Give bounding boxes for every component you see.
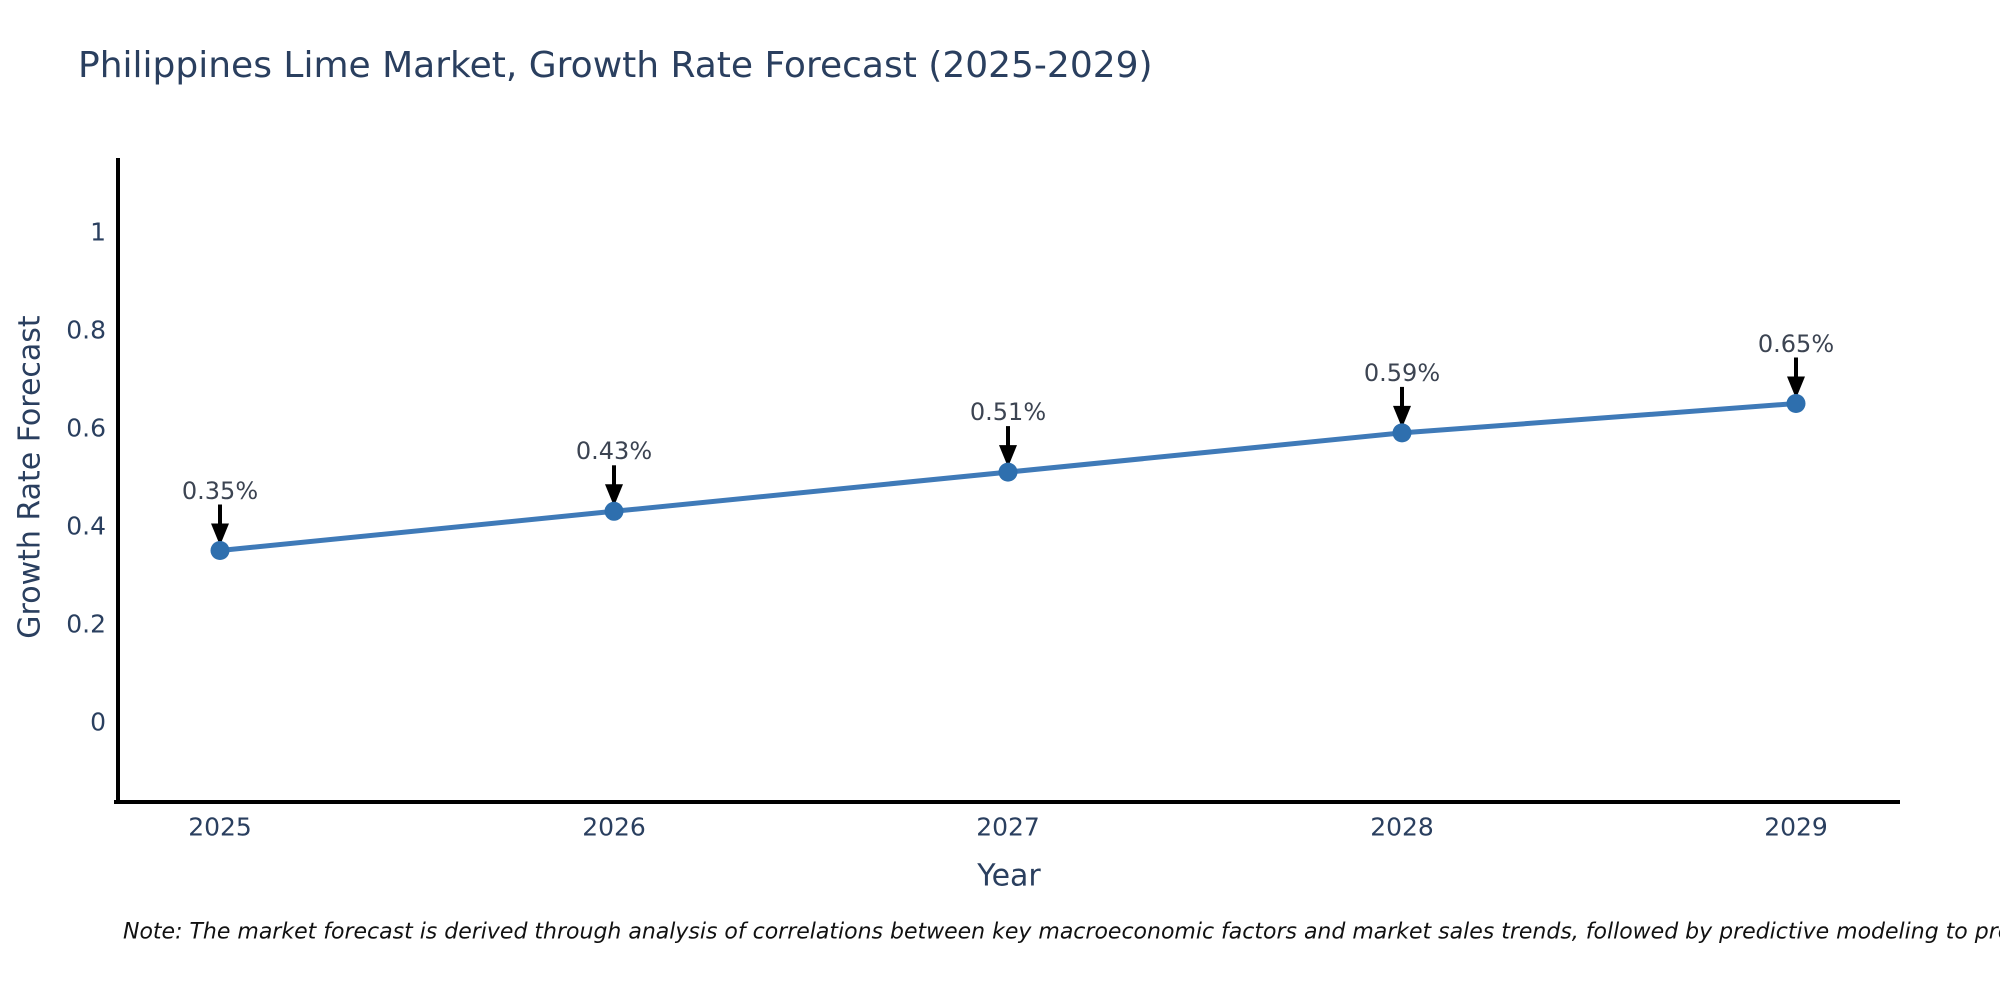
y-tick-label: 0.8 xyxy=(66,315,106,345)
data-point-2027[interactable] xyxy=(998,462,1018,482)
data-point-2026[interactable] xyxy=(604,501,624,521)
y-tick-label: 0.6 xyxy=(66,413,106,443)
data-point-2028[interactable] xyxy=(1392,423,1412,443)
point-label: 0.35% xyxy=(181,476,259,505)
y-tick-label: 1 xyxy=(90,217,106,247)
chart-title: Philippines Lime Market, Growth Rate For… xyxy=(78,45,1153,86)
annotation-arrowhead xyxy=(605,484,623,507)
y-tick-label: 0 xyxy=(90,707,106,737)
x-tick-label: 2027 xyxy=(976,812,1040,842)
x-axis-title: Year xyxy=(977,858,1041,894)
annotation-arrowhead xyxy=(211,523,229,546)
annotation-arrowhead xyxy=(1787,376,1805,399)
point-label: 0.43% xyxy=(575,437,653,466)
point-label: 0.51% xyxy=(969,398,1047,427)
x-axis-line xyxy=(114,800,1900,804)
x-tick-label: 2029 xyxy=(1764,812,1828,842)
y-tick-label: 0.2 xyxy=(66,609,106,639)
annotation-arrowhead xyxy=(999,445,1017,468)
x-tick-label: 2028 xyxy=(1370,812,1434,842)
point-label: 0.59% xyxy=(1363,358,1441,387)
y-axis-line xyxy=(116,158,120,804)
x-tick-label: 2026 xyxy=(582,812,646,842)
footnote: Note: The market forecast is derived thr… xyxy=(123,919,2000,945)
data-point-2029[interactable] xyxy=(1786,394,1806,413)
y-tick-label: 0.4 xyxy=(66,511,106,541)
x-tick-label: 2025 xyxy=(188,812,252,842)
annotation-arrowhead xyxy=(1393,405,1411,428)
data-point-2025[interactable] xyxy=(210,541,230,560)
point-label: 0.65% xyxy=(1757,329,1835,358)
